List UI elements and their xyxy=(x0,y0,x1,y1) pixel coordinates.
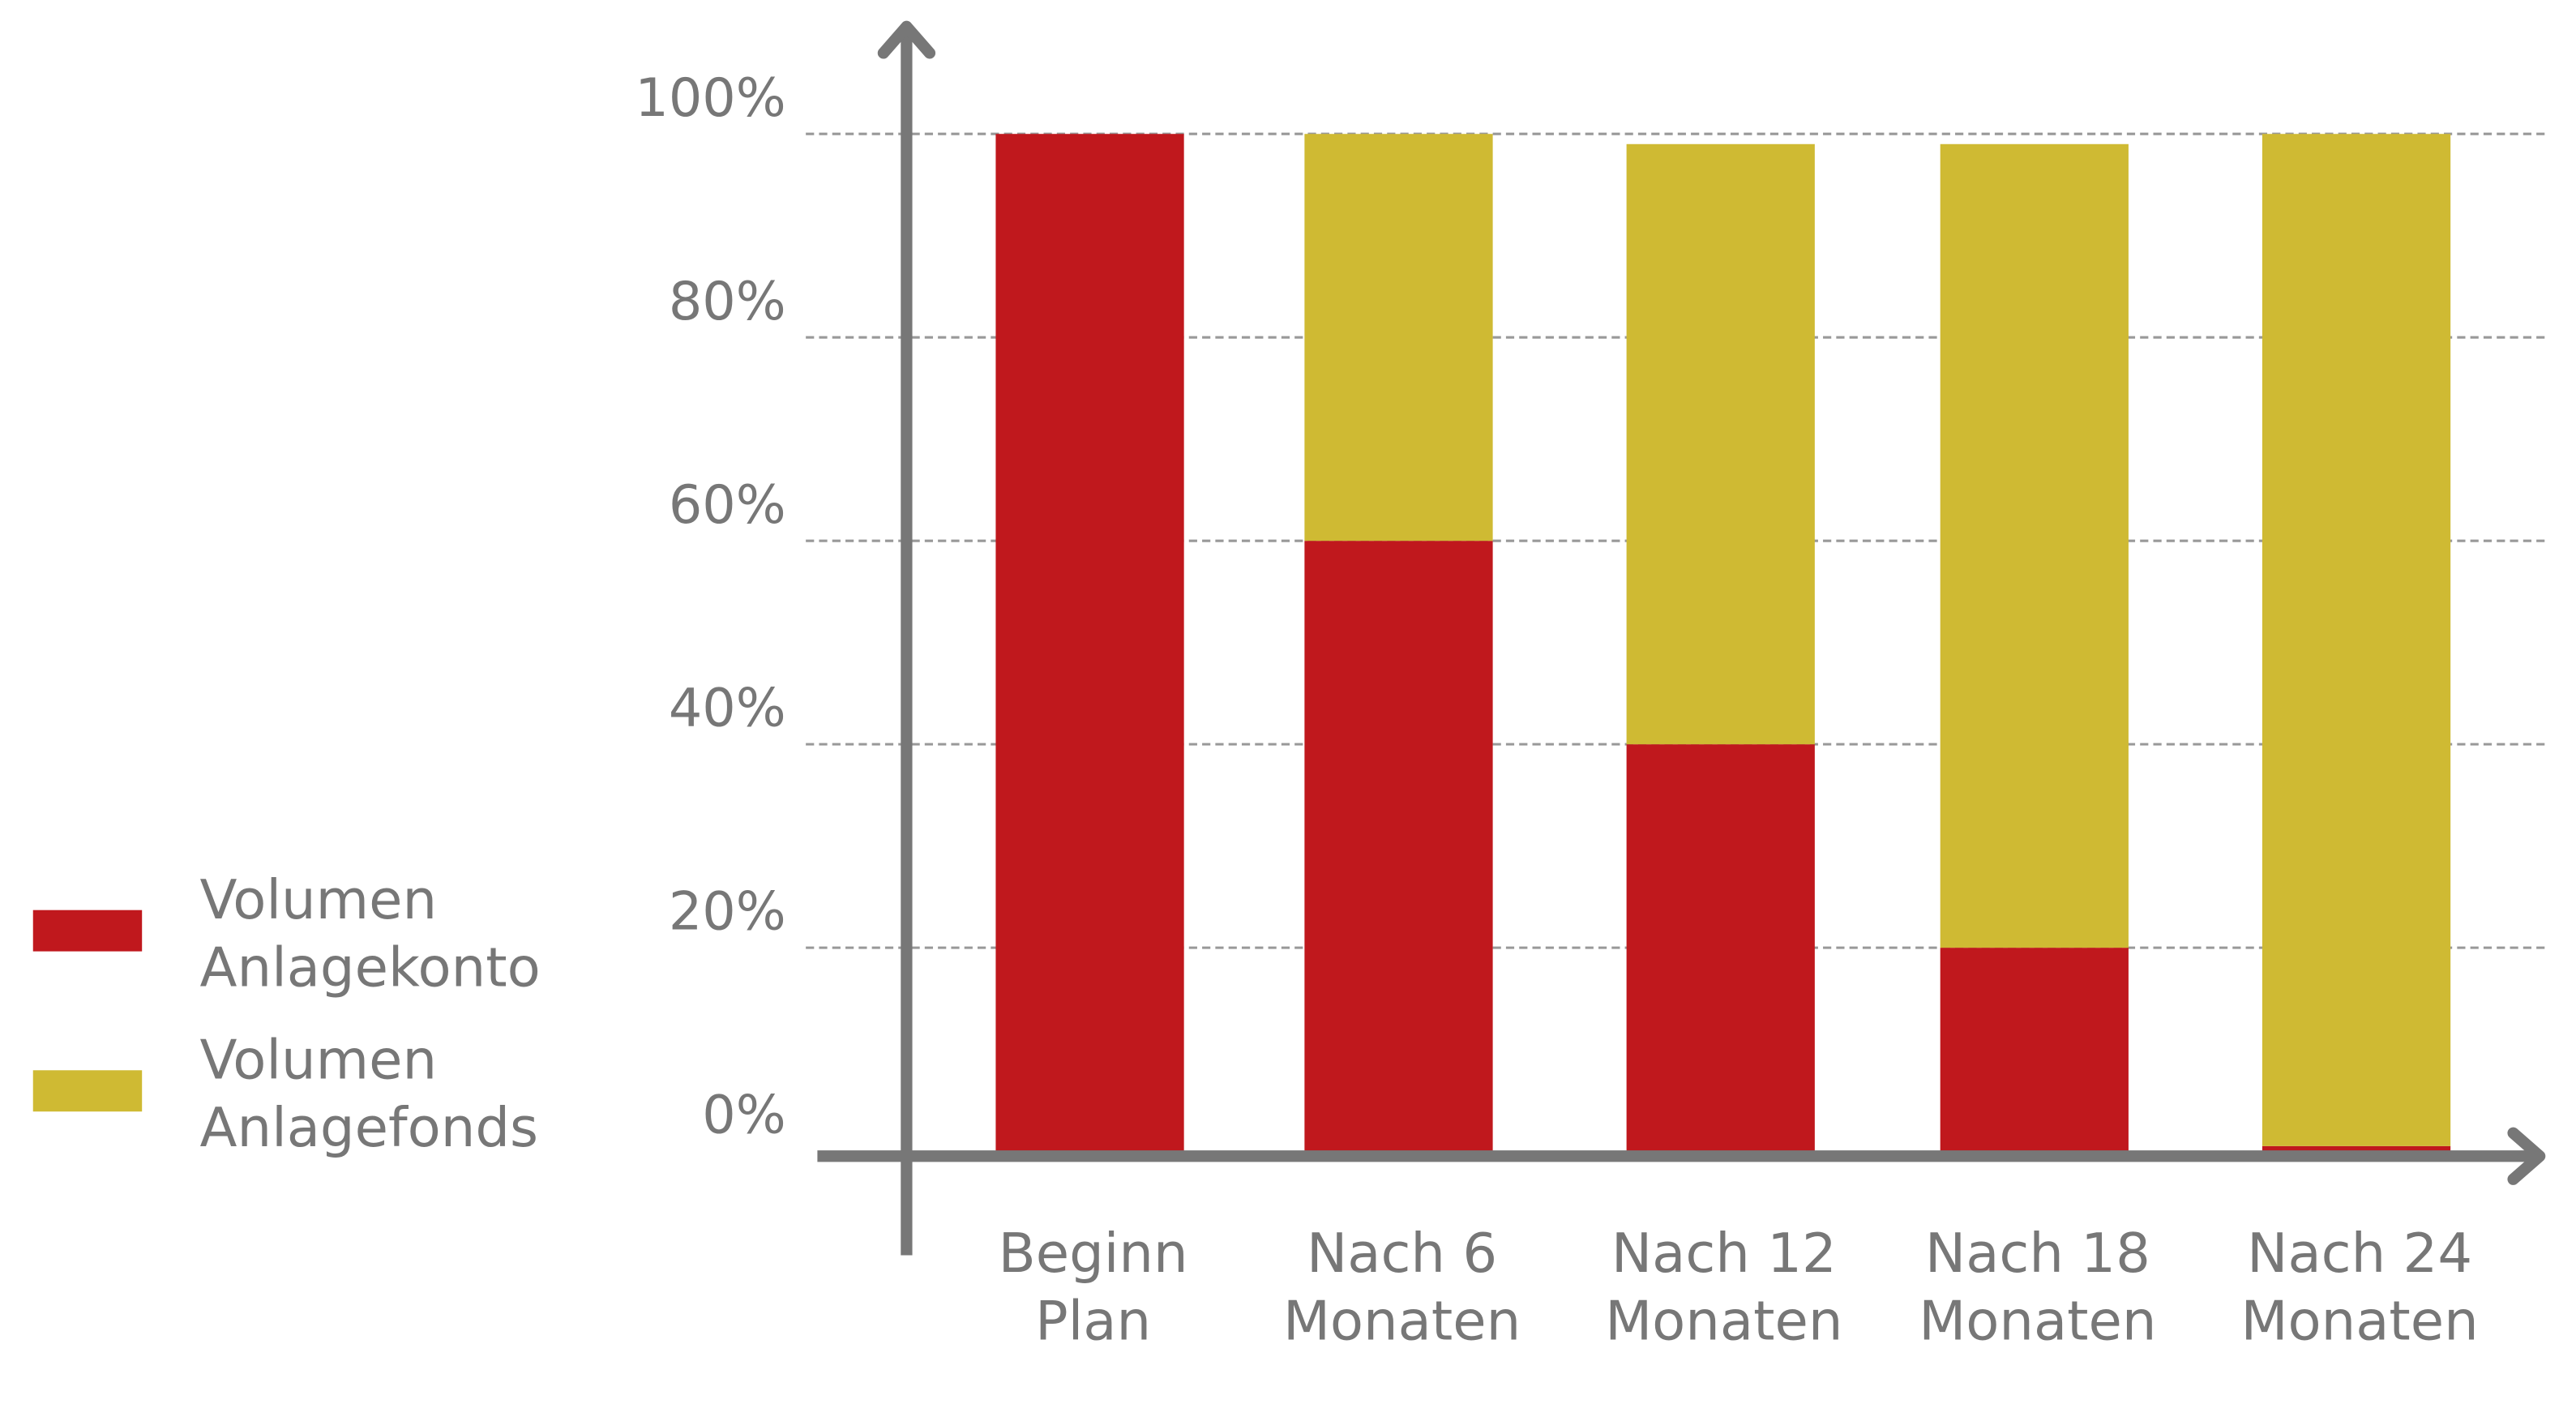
bars xyxy=(995,134,2451,1152)
x-category-label: Nach 12 xyxy=(1611,1222,1837,1285)
y-tick-labels: 0% 20% 40% 60% 80% 100% xyxy=(635,67,785,1146)
x-category-label: Monaten xyxy=(2241,1289,2479,1352)
bar-segment-series-1 xyxy=(1304,134,1493,541)
legend-label: Anlagefonds xyxy=(199,1096,538,1159)
y-tick-label: 80% xyxy=(669,271,786,332)
x-category-label: Plan xyxy=(1035,1289,1151,1352)
x-category-label: Beginn xyxy=(999,1222,1188,1285)
legend-label: Volumen xyxy=(199,1028,437,1091)
bar-segment-series-0 xyxy=(1940,948,2129,1152)
x-category-label: Nach 18 xyxy=(1925,1222,2150,1285)
bar-segment-series-0 xyxy=(1626,744,1815,1152)
legend-label: Anlagekonto xyxy=(199,935,540,999)
legend-swatch xyxy=(32,1070,143,1112)
bar-segment-series-0 xyxy=(995,134,1184,1152)
legend-label: Volumen xyxy=(199,868,437,931)
legend-swatch xyxy=(32,910,143,952)
y-tick-label: 0% xyxy=(702,1085,785,1146)
y-tick-label: 60% xyxy=(669,474,786,536)
bar-segment-series-1 xyxy=(2261,134,2451,1146)
bar-segment-series-0 xyxy=(1304,541,1493,1152)
x-category-label: Monaten xyxy=(1605,1289,1842,1352)
y-tick-label: 100% xyxy=(635,67,785,129)
y-axis-arrow-icon xyxy=(877,20,936,59)
axes xyxy=(817,20,2546,1256)
x-category-label: Nach 24 xyxy=(2247,1222,2472,1285)
x-axis-arrow-icon xyxy=(2507,1127,2546,1185)
bar-segment-series-1 xyxy=(1940,143,2129,948)
bar-segment-series-1 xyxy=(1626,143,1815,745)
x-category-label: Nach 6 xyxy=(1307,1222,1497,1285)
y-tick-label: 20% xyxy=(669,881,786,943)
y-tick-label: 40% xyxy=(669,678,786,739)
x-category-label: Monaten xyxy=(1919,1289,2156,1352)
x-category-label: Monaten xyxy=(1283,1289,1521,1352)
bar-segment-series-0 xyxy=(2261,1145,2451,1152)
